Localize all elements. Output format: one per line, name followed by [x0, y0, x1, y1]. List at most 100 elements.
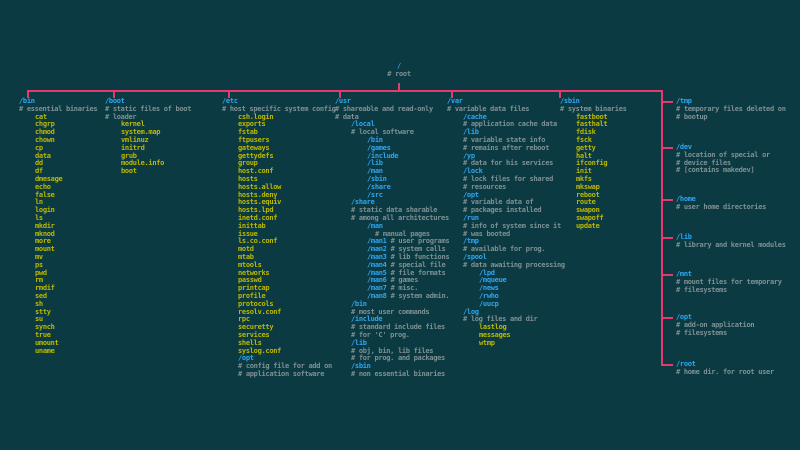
- tree-row: passwd: [222, 276, 336, 285]
- directory-label: /sbin: [560, 97, 580, 105]
- file-label: chgrp: [35, 120, 55, 129]
- comment-text: # home dir. for root user: [676, 367, 774, 376]
- inline-comment: # system calls: [390, 245, 446, 254]
- tree-row: # system binaries: [560, 105, 627, 114]
- tree-row: /man4 # special file: [335, 260, 449, 270]
- branch-root: /root # home dir. for root user: [676, 360, 774, 377]
- comment-text: # application software: [238, 369, 325, 378]
- tree-row: /mqueue: [447, 276, 565, 285]
- tree-row: rmdif: [19, 284, 97, 293]
- tree-row: ifconfig: [560, 159, 627, 168]
- directory-label: /lock: [463, 167, 483, 176]
- tree-row: messages: [447, 331, 565, 340]
- inline-comment: # special file: [390, 260, 446, 269]
- tree-row: cp: [19, 144, 97, 153]
- file-label: stty: [35, 307, 51, 316]
- column-tick-bin: [27, 90, 29, 98]
- tree-row: hosts: [222, 174, 336, 184]
- tree-row: /boot: [105, 97, 191, 106]
- file-label: ls: [35, 213, 43, 222]
- tree-row: fsck: [560, 136, 627, 145]
- directory-label: /man2: [367, 245, 387, 254]
- column-tick-usr: [339, 90, 341, 98]
- comment-text: # add-on application: [676, 320, 755, 329]
- tree-row: hosts.allow: [222, 182, 336, 192]
- directory-label: /man3: [367, 252, 387, 261]
- directory-label: /spool: [463, 252, 487, 261]
- tree-row: false: [19, 191, 97, 200]
- file-label: grub: [121, 151, 137, 160]
- comment-text: # config file for add on: [238, 362, 332, 371]
- tree-row: chgrp: [19, 120, 97, 129]
- tree-row: # variable data of: [447, 198, 565, 207]
- tree-row: /yp: [447, 152, 565, 161]
- tree-row: /man: [335, 222, 449, 231]
- tree-row: halt: [560, 152, 627, 161]
- column-tick-sbin: [559, 90, 561, 98]
- tree-row: login: [19, 206, 97, 215]
- comment-text: # remains after reboot: [463, 143, 550, 152]
- tree-row: cat: [19, 113, 97, 122]
- tree-row: inittab: [222, 222, 336, 231]
- file-label: ps: [35, 260, 43, 269]
- column-boot: /boot # static files of boot # loader kerne…: [105, 97, 191, 176]
- tree-row: # for 'C' prog.: [335, 331, 449, 340]
- directory-label: /var: [447, 97, 463, 105]
- tree-row: inetd.conf: [222, 214, 336, 223]
- tree-row: protocols: [222, 299, 336, 309]
- directory-label: /bin: [351, 299, 367, 308]
- tree-row: /opt: [222, 354, 336, 363]
- tree-row: sed: [19, 292, 97, 301]
- root-dir-label: /: [397, 62, 401, 70]
- tree-row: # local software: [335, 128, 449, 137]
- tree-row: getty: [560, 144, 627, 153]
- tree-row: /share: [335, 198, 449, 207]
- comment-text: # application cache data: [463, 120, 557, 129]
- tree-row: fstab: [222, 128, 336, 137]
- comment-text: # variable data files: [447, 104, 530, 113]
- tree-row: /share: [335, 183, 449, 192]
- column-tick-etc: [228, 90, 230, 98]
- file-label: ftpusers: [238, 135, 270, 144]
- tree-row: reboot: [560, 191, 627, 200]
- branch-lib: /lib # library and kernel modules: [676, 233, 786, 250]
- file-label: hosts.allow: [238, 182, 282, 191]
- tree-row: /local: [335, 120, 449, 129]
- tree-row: /lib: [335, 339, 449, 348]
- file-label: hosts: [238, 174, 258, 183]
- file-label: hosts.lpd: [238, 206, 274, 215]
- file-label: mknod: [35, 229, 55, 238]
- file-label: fastboot: [576, 112, 608, 121]
- file-label: system.map: [121, 128, 161, 137]
- file-label: gateways: [238, 143, 270, 152]
- file-label: mkdir: [35, 221, 55, 230]
- file-label: true: [35, 330, 51, 339]
- inline-comment: # misc.: [390, 284, 419, 293]
- tree-row: # most user commands: [335, 308, 449, 317]
- tree-row: /lpd: [447, 269, 565, 278]
- file-label: group: [238, 159, 258, 168]
- tree-row: /tmp: [447, 237, 565, 246]
- directory-label: /etc: [222, 97, 238, 105]
- tree-row: gettydefs: [222, 152, 336, 161]
- tree-row: # manual pages: [335, 230, 449, 239]
- tree-row: update: [560, 222, 627, 231]
- tree-row: networks: [222, 269, 336, 278]
- tree-row: /cache: [447, 113, 565, 122]
- file-label: mtools: [238, 260, 262, 269]
- directory-label: /man5: [367, 268, 387, 277]
- file-label: ls.co.conf: [238, 237, 278, 246]
- file-label: protocols: [238, 299, 274, 308]
- tree-row: /src: [335, 191, 449, 200]
- tree-row: /sbin: [335, 362, 449, 371]
- tree-row: su: [19, 315, 97, 324]
- directory-label: /lib: [676, 233, 692, 241]
- file-label: initrd: [121, 143, 145, 152]
- tree-row: # static data sharable: [335, 206, 449, 215]
- tree-row: /rwho: [447, 292, 565, 301]
- tree-row: # packages installed: [447, 206, 565, 215]
- comment-text: # variable data of: [463, 198, 534, 207]
- directory-label: /root: [676, 360, 696, 368]
- column-var: /var # variable data files/cache # applica…: [447, 97, 565, 348]
- directory-label: /bin: [367, 135, 383, 144]
